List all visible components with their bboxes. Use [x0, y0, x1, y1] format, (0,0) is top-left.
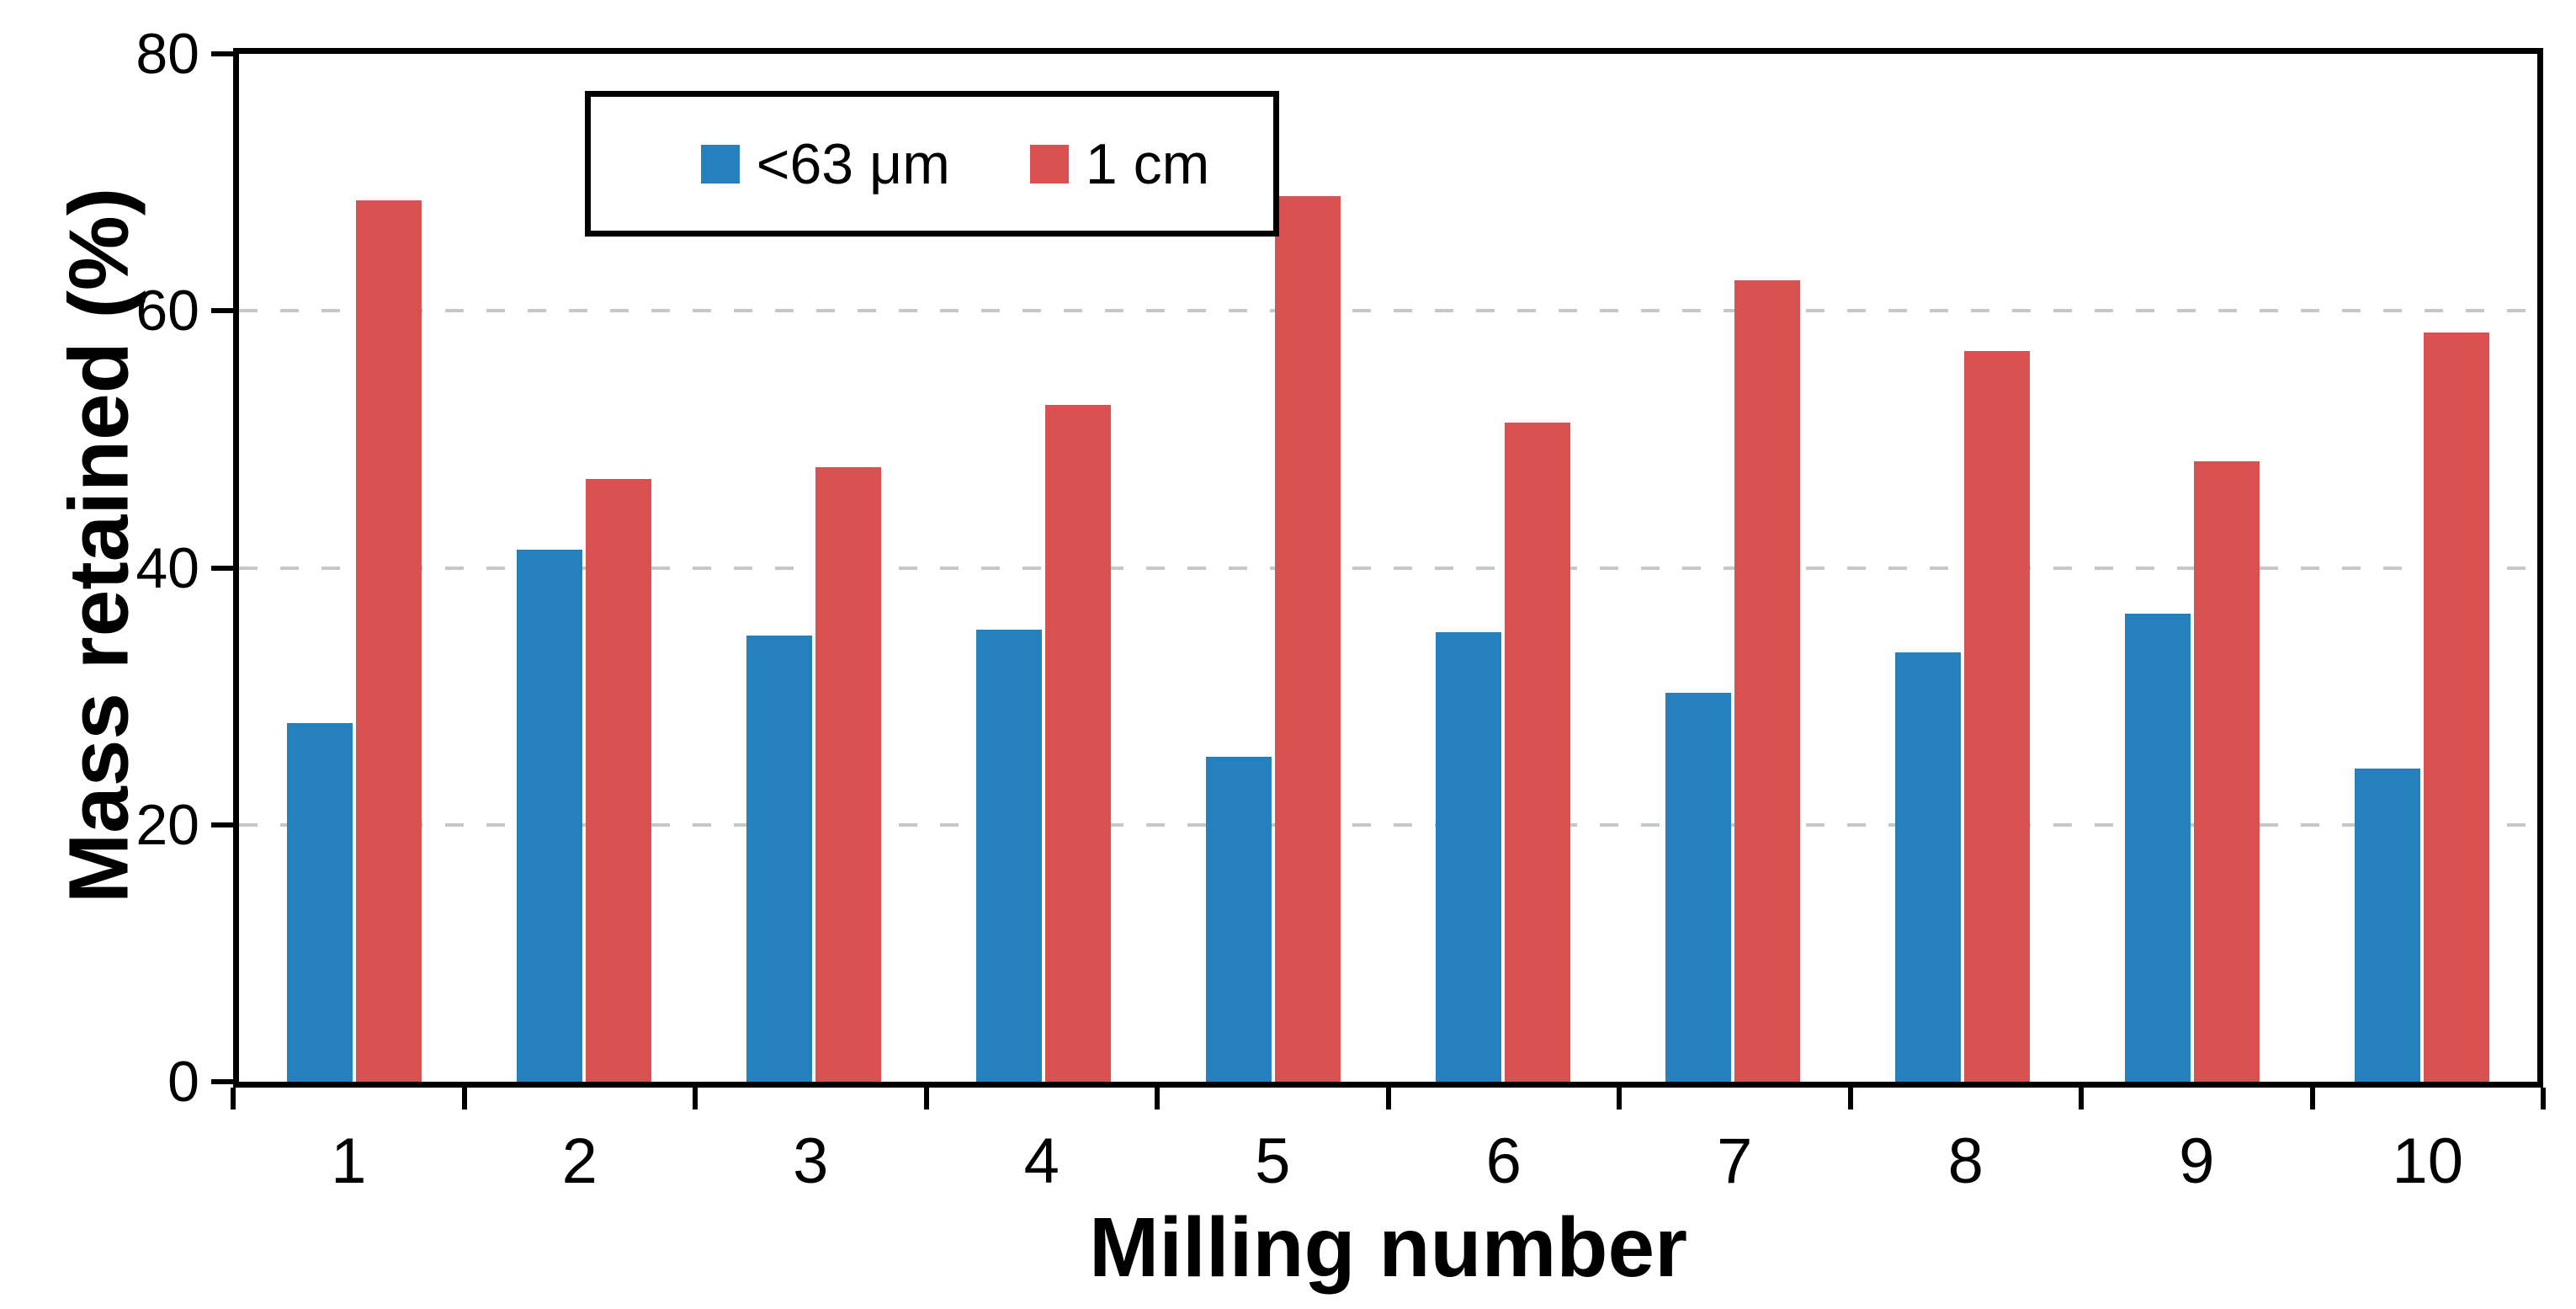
bar — [975, 629, 1042, 1082]
gridline — [239, 566, 2537, 570]
x-axis-tick-labels: 1 2 3 4 5 6 7 8 9 10 — [233, 1126, 2543, 1197]
y-tick-mark — [211, 1079, 233, 1084]
x-tick-label: 6 — [1485, 1125, 1522, 1197]
bar-group — [1848, 54, 2078, 1082]
legend-item: 1 cm — [1029, 131, 1210, 196]
y-tick-label: 40 — [135, 535, 199, 600]
x-tick-label: 8 — [1947, 1125, 1984, 1197]
bars-layer — [239, 54, 2537, 1082]
bar-group — [2308, 54, 2537, 1082]
bar — [1274, 196, 1341, 1082]
bar — [2125, 614, 2191, 1082]
y-tick-mark — [211, 822, 233, 827]
bar — [2424, 333, 2490, 1082]
y-tick-label: 0 — [167, 1050, 199, 1114]
x-tick-mark — [2079, 1088, 2084, 1109]
x-tick-label: 5 — [1255, 1125, 1291, 1197]
bar — [1505, 423, 1571, 1082]
bar — [585, 479, 651, 1082]
legend-label: <63 μm — [756, 131, 950, 196]
x-tick-mark — [1155, 1088, 1160, 1109]
legend-swatch — [700, 144, 740, 184]
bar-group — [1158, 54, 1388, 1082]
bar — [355, 200, 422, 1082]
x-tick-label: 9 — [2179, 1125, 2215, 1197]
bar — [1436, 631, 1502, 1082]
y-tick-mark — [211, 565, 233, 571]
y-tick-mark — [211, 308, 233, 314]
gridline — [239, 309, 2537, 313]
legend-swatch — [1029, 144, 1069, 184]
x-tick-label: 3 — [793, 1125, 829, 1197]
plot-inner — [239, 54, 2537, 1082]
bar — [1205, 756, 1272, 1082]
bar-group — [698, 54, 928, 1082]
x-axis-title: Milling number — [1088, 1200, 1688, 1295]
x-tick-mark — [1385, 1088, 1391, 1109]
x-tick-mark — [461, 1088, 467, 1109]
bar — [286, 723, 353, 1082]
legend-label: 1 cm — [1085, 131, 1210, 196]
bar — [1964, 350, 2031, 1082]
legend-item: <63 μm — [700, 131, 950, 196]
y-tick-label: 80 — [135, 22, 199, 86]
bar-group — [1618, 54, 1848, 1082]
legend: <63 μm 1 cm — [585, 91, 1279, 237]
bar — [2355, 768, 2421, 1082]
bar — [1895, 652, 1962, 1082]
x-tick-mark — [1617, 1088, 1622, 1109]
y-tick-label: 20 — [135, 792, 199, 857]
x-tick-mark — [693, 1088, 698, 1109]
x-tick-mark — [923, 1088, 929, 1109]
x-tick-label: 2 — [561, 1125, 598, 1197]
bar — [1734, 279, 1801, 1082]
gridline — [239, 822, 2537, 827]
bar — [516, 550, 582, 1082]
x-tick-label: 1 — [331, 1125, 367, 1197]
y-tick-mark — [211, 51, 233, 56]
bar — [1665, 692, 1732, 1082]
plot-area — [233, 48, 2543, 1088]
y-tick-label: 60 — [135, 279, 199, 343]
x-tick-mark — [1847, 1088, 1853, 1109]
bar-group — [239, 54, 469, 1082]
bar — [1044, 404, 1111, 1082]
x-tick-mark — [231, 1088, 236, 1109]
bar-group — [928, 54, 1158, 1082]
x-tick-mark — [2541, 1088, 2546, 1109]
bar-group — [2078, 54, 2308, 1082]
x-tick-label: 7 — [1717, 1125, 1753, 1197]
bar — [746, 636, 812, 1082]
bar — [815, 467, 881, 1082]
bar-group — [469, 54, 698, 1082]
x-tick-label: 10 — [2392, 1125, 2464, 1197]
bar-group — [1388, 54, 1617, 1082]
bar — [2194, 460, 2260, 1082]
x-tick-mark — [2309, 1088, 2315, 1109]
x-tick-label: 4 — [1023, 1125, 1060, 1197]
